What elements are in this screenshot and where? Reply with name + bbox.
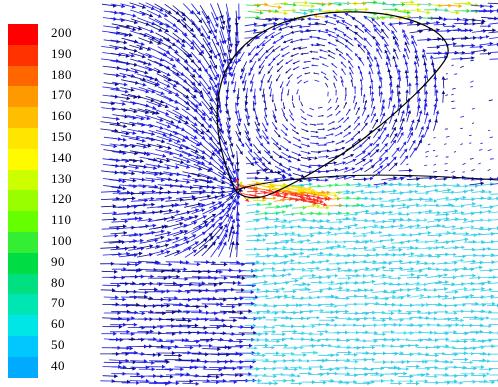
legend-swatch	[8, 273, 38, 295]
legend-label: 60	[51, 316, 65, 332]
legend-label: 50	[51, 337, 65, 352]
legend-swatch	[8, 65, 38, 87]
legend-swatch	[8, 356, 38, 379]
legend-swatch	[8, 86, 38, 108]
legend-swatch	[8, 169, 38, 191]
legend-swatch	[8, 232, 38, 254]
legend-label: 140	[51, 149, 72, 165]
legend-swatch	[8, 211, 38, 233]
recirculation-vortex-boundary	[216, 11, 449, 199]
legend-swatch	[8, 107, 38, 129]
legend-swatch	[8, 294, 38, 316]
legend-label: 200	[51, 25, 72, 40]
legend-swatch	[8, 44, 38, 67]
velocity-vector-field	[100, 0, 498, 387]
legend-label: 160	[51, 108, 72, 124]
shear-layer-line	[235, 174, 498, 191]
legend-label: 130	[51, 170, 72, 186]
legend-label: 150	[51, 129, 72, 144]
legend-label: 110	[51, 212, 72, 228]
legend-swatch	[8, 315, 38, 337]
legend-swatch	[8, 128, 38, 150]
legend-label: 70	[51, 295, 65, 311]
legend-label: 40	[51, 357, 65, 373]
legend-swatch	[8, 336, 38, 358]
legend-label: 180	[51, 66, 72, 82]
legend-label: 90	[51, 253, 65, 269]
legend-label: 80	[51, 274, 65, 290]
legend-label: 190	[51, 45, 72, 61]
legend-label: 170	[51, 87, 72, 103]
legend-swatch	[8, 24, 38, 46]
legend-swatch	[8, 252, 38, 275]
legend-label: 100	[51, 233, 72, 248]
legend-swatch	[8, 148, 38, 171]
legend-label: 120	[51, 191, 72, 207]
vector-arrows	[100, 0, 498, 386]
legend-swatch	[8, 190, 38, 212]
velocity-color-legend: 200 190 180 170 160 150 140 130 120 110 100 90 80 70 6…	[0, 0, 100, 387]
